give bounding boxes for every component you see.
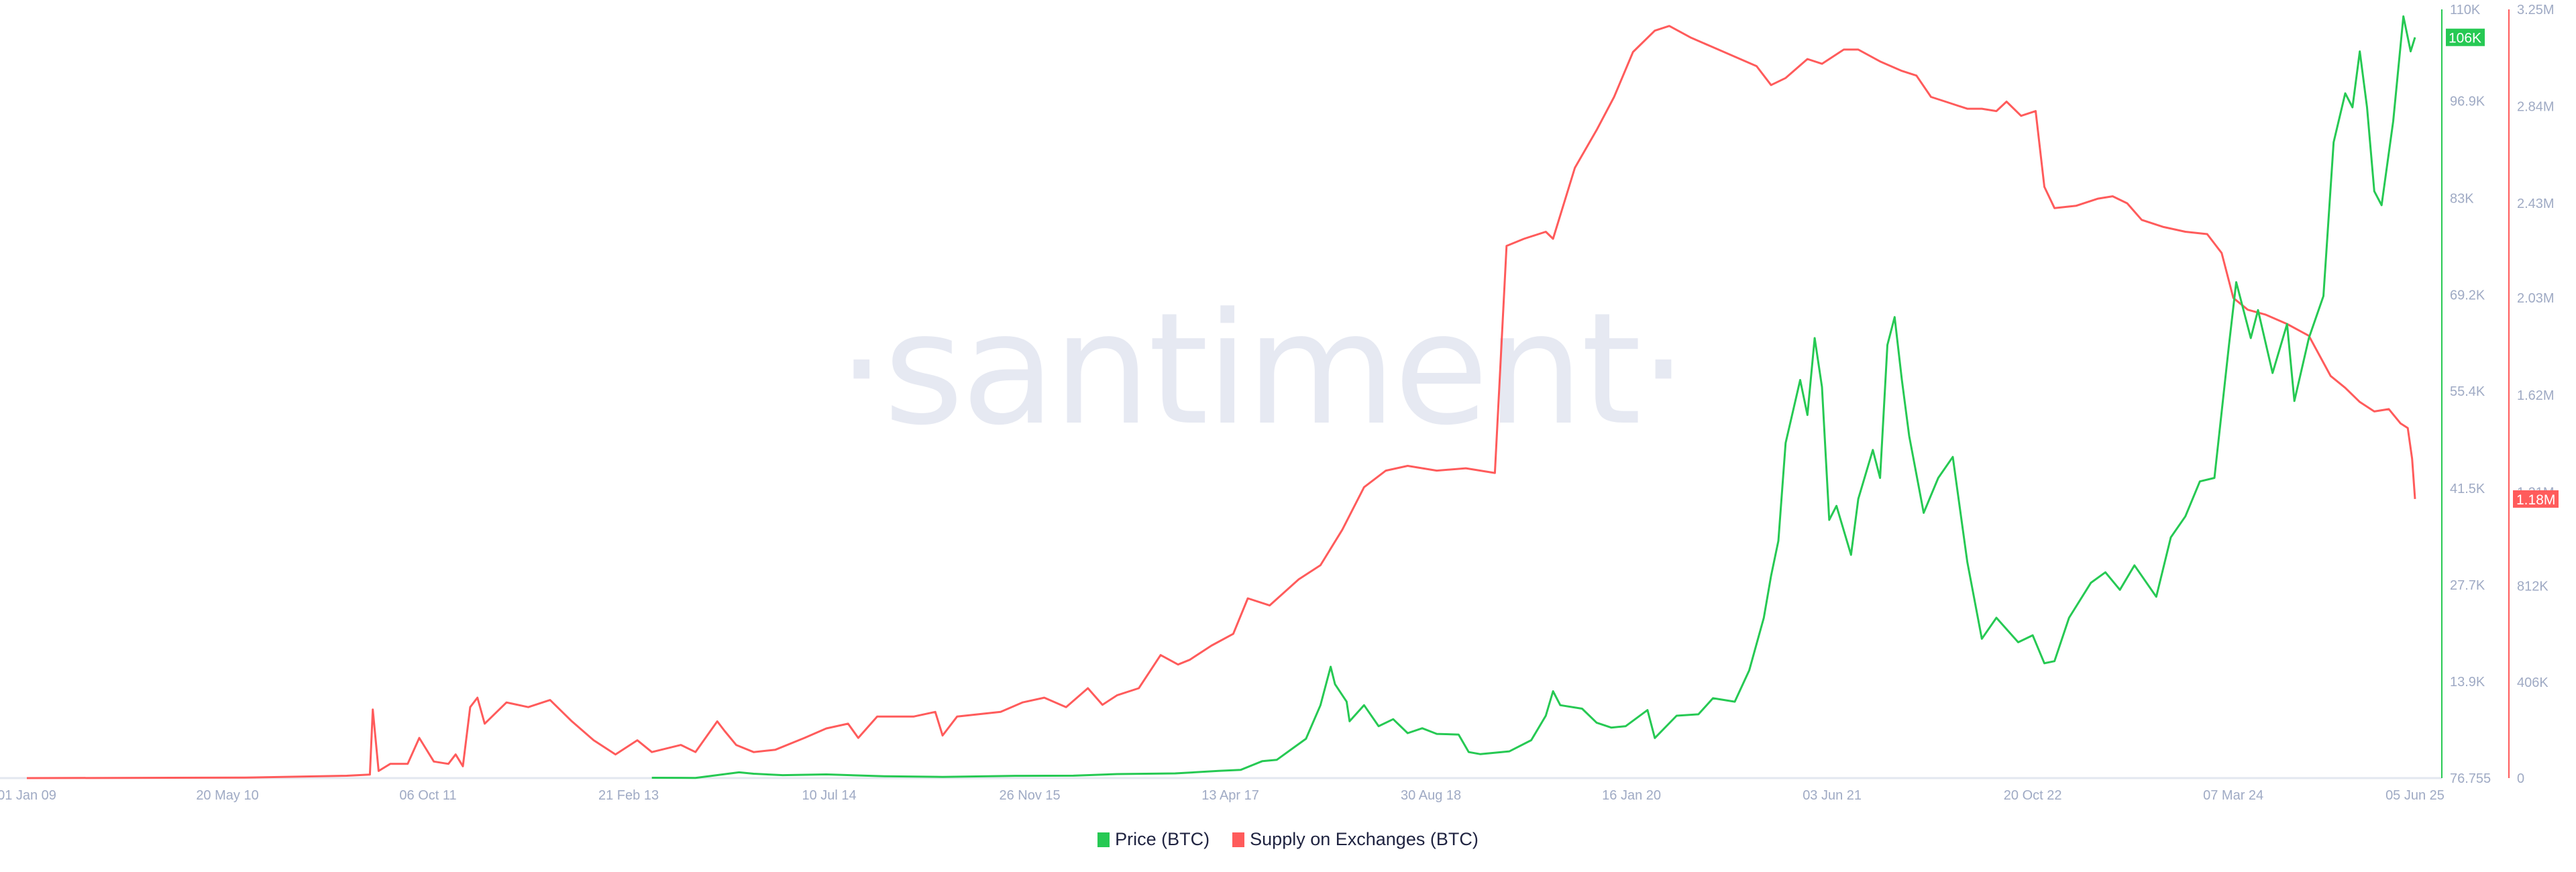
y-tick-label: 406K — [2517, 675, 2548, 690]
y-tick-label: 1.62M — [2517, 388, 2555, 403]
y-tick-label: 69.2K — [2450, 288, 2485, 303]
x-tick-label: 03 Jun 21 — [1803, 788, 1862, 803]
x-tick-label: 21 Feb 13 — [598, 788, 659, 803]
legend-item-supply[interactable]: Supply on Exchanges (BTC) — [1232, 829, 1479, 850]
x-tick-label: 30 Aug 18 — [1401, 788, 1461, 803]
legend-item-price[interactable]: Price (BTC) — [1097, 829, 1210, 850]
x-tick-label: 05 Jun 25 — [2385, 788, 2445, 803]
y-tick-label: 41.5K — [2450, 482, 2485, 496]
supply-swatch-icon — [1232, 832, 1245, 847]
legend-label: Price (BTC) — [1115, 829, 1210, 849]
y-tick-label: 2.84M — [2517, 100, 2555, 115]
x-tick-label: 13 Apr 17 — [1201, 788, 1259, 803]
y-tick-label: 0 — [2517, 771, 2524, 786]
santiment-watermark: ·santiment· — [837, 280, 1685, 459]
y-tick-label: 83K — [2450, 191, 2474, 206]
y-tick-label: 55.4K — [2450, 384, 2485, 399]
x-axis-ticks: 01 Jan 09 20 May 10 06 Oct 11 21 Feb 13 10 J… — [0, 788, 2445, 803]
price-axis-ticks: 110K 96.9K 83K 69.2K 55.4K 41.5K 27.7K 13.9K 76.… — [2450, 3, 2491, 786]
y-tick-label: 76.755 — [2450, 771, 2491, 786]
x-tick-label: 20 Oct 22 — [2004, 788, 2062, 803]
y-tick-label: 2.43M — [2517, 197, 2555, 211]
x-tick-label: 06 Oct 11 — [399, 788, 456, 803]
chart-legend: Price (BTC) Supply on Exchanges (BTC) — [0, 829, 2576, 850]
y-tick-label: 812K — [2517, 580, 2548, 594]
y-tick-label: 27.7K — [2450, 578, 2485, 593]
y-tick-label: 3.25M — [2517, 3, 2555, 17]
y-tick-label: 110K — [2450, 3, 2481, 17]
supply-on-exchanges-line[interactable] — [26, 25, 2416, 779]
y-tick-label: 96.9K — [2450, 95, 2485, 109]
svg-text:1.18M: 1.18M — [2516, 492, 2555, 508]
price-swatch-icon — [1097, 832, 1110, 847]
x-tick-label: 01 Jan 09 — [0, 788, 56, 803]
x-tick-label: 07 Mar 24 — [2203, 788, 2263, 803]
x-tick-label: 20 May 10 — [196, 788, 258, 803]
price-current-value-badge: 106K — [2446, 28, 2485, 46]
y-tick-label: 13.9K — [2450, 675, 2485, 690]
x-tick-label: 16 Jan 20 — [1602, 788, 1661, 803]
y-tick-label: 2.03M — [2517, 291, 2555, 306]
x-tick-label: 26 Nov 15 — [999, 788, 1060, 803]
legend-label: Supply on Exchanges (BTC) — [1250, 829, 1479, 849]
svg-text:106K: 106K — [2449, 31, 2481, 46]
price-line[interactable] — [651, 15, 2416, 779]
x-tick-label: 10 Jul 14 — [802, 788, 856, 803]
supply-current-value-badge: 1.18M — [2513, 490, 2559, 508]
